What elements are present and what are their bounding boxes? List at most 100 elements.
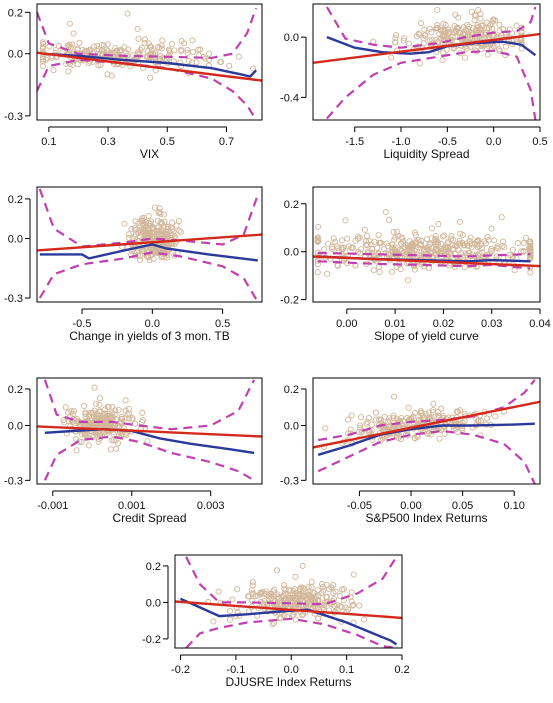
data-point xyxy=(95,438,102,445)
data-point xyxy=(325,240,332,247)
data-point xyxy=(462,250,469,257)
data-point xyxy=(392,39,399,46)
data-point xyxy=(299,562,306,569)
y-tick-label: 0.0 xyxy=(284,32,299,44)
data-point xyxy=(369,245,376,252)
data-point xyxy=(364,418,371,425)
data-point xyxy=(324,270,331,277)
data-point xyxy=(246,593,253,600)
x-tick-label: 0.5 xyxy=(532,136,547,148)
confidence-band-lower xyxy=(43,435,255,482)
data-point xyxy=(90,43,98,50)
linear-fit-line xyxy=(37,425,262,438)
data-point xyxy=(461,417,468,425)
data-point xyxy=(417,20,425,27)
data-point xyxy=(104,41,111,48)
y-tick-label: 0.2 xyxy=(8,194,23,206)
x-tick-label: 0.03 xyxy=(481,318,502,330)
data-point xyxy=(300,592,307,599)
x-tick-label: -0.1 xyxy=(226,664,245,676)
data-point xyxy=(322,425,329,432)
data-point xyxy=(281,612,288,619)
data-point xyxy=(271,591,278,598)
y-tick-label: -0.2 xyxy=(142,634,161,646)
data-point xyxy=(478,245,485,252)
data-point xyxy=(522,234,530,242)
data-point xyxy=(160,211,168,218)
data-point xyxy=(292,595,299,602)
x-tick-label: -0.5 xyxy=(438,136,457,148)
data-point xyxy=(163,230,170,238)
data-point xyxy=(475,6,482,14)
x-axis-title-vix: VIX xyxy=(140,147,159,161)
plot-area xyxy=(37,379,262,482)
data-point xyxy=(428,414,435,421)
data-point xyxy=(397,436,404,443)
data-point xyxy=(405,40,412,47)
data-point xyxy=(418,237,425,244)
data-point xyxy=(411,409,419,417)
data-point xyxy=(372,409,379,416)
data-point xyxy=(348,412,355,419)
data-point xyxy=(441,27,448,34)
data-point xyxy=(439,233,446,240)
data-point xyxy=(376,268,383,276)
y-tick-label: -0.2 xyxy=(280,295,299,307)
data-point xyxy=(318,581,326,588)
data-point xyxy=(344,416,351,423)
data-point xyxy=(85,442,92,449)
data-point xyxy=(173,222,180,229)
data-point xyxy=(226,62,233,69)
x-tick-label: 0.0 xyxy=(486,136,501,148)
data-point xyxy=(138,229,145,236)
data-point xyxy=(464,242,471,249)
data-point xyxy=(438,240,445,247)
data-point xyxy=(437,26,444,34)
data-point xyxy=(146,229,153,236)
data-point xyxy=(484,51,491,58)
data-point xyxy=(122,415,129,422)
x-tick-label: 0.0 xyxy=(145,318,160,330)
data-point xyxy=(389,244,396,251)
data-point xyxy=(518,24,525,31)
data-point xyxy=(451,263,458,271)
data-point xyxy=(509,30,516,37)
data-point xyxy=(126,410,133,417)
data-point xyxy=(287,587,294,594)
data-point xyxy=(350,571,357,578)
data-point xyxy=(139,215,146,222)
confidence-band-upper xyxy=(37,7,258,60)
data-point xyxy=(432,235,439,242)
data-point xyxy=(465,28,472,35)
data-point xyxy=(323,581,330,588)
data-point xyxy=(157,53,164,60)
panel-liquidity-spread: -1.5 -1.0 -0.5 0.0 0.5 -0.4 0.0 Liquidity Sprea… xyxy=(280,3,548,161)
data-point xyxy=(93,47,100,54)
data-point xyxy=(448,232,455,240)
data-point xyxy=(390,393,398,400)
data-point xyxy=(338,237,345,244)
x-tick-label: 0.0 xyxy=(284,664,299,676)
plot-area xyxy=(37,7,262,120)
data-point xyxy=(134,25,141,32)
data-point xyxy=(150,230,157,237)
confidence-band-lower xyxy=(37,58,258,120)
plot-area xyxy=(37,188,262,302)
data-point xyxy=(390,412,397,419)
data-point xyxy=(68,408,75,415)
y-tick-label: 0.0 xyxy=(284,247,299,259)
data-point xyxy=(123,431,130,438)
data-point xyxy=(405,404,412,411)
data-point xyxy=(355,233,362,240)
data-point xyxy=(107,414,114,421)
y-tick-label: -0.4 xyxy=(280,92,299,104)
data-point xyxy=(428,29,435,36)
data-point xyxy=(185,57,192,64)
data-point xyxy=(250,590,257,597)
data-point xyxy=(388,268,396,276)
data-point xyxy=(393,228,401,235)
data-point xyxy=(315,615,322,622)
data-point xyxy=(128,226,135,233)
data-point xyxy=(398,234,405,241)
y-tick-label: 0.0 xyxy=(146,597,161,609)
